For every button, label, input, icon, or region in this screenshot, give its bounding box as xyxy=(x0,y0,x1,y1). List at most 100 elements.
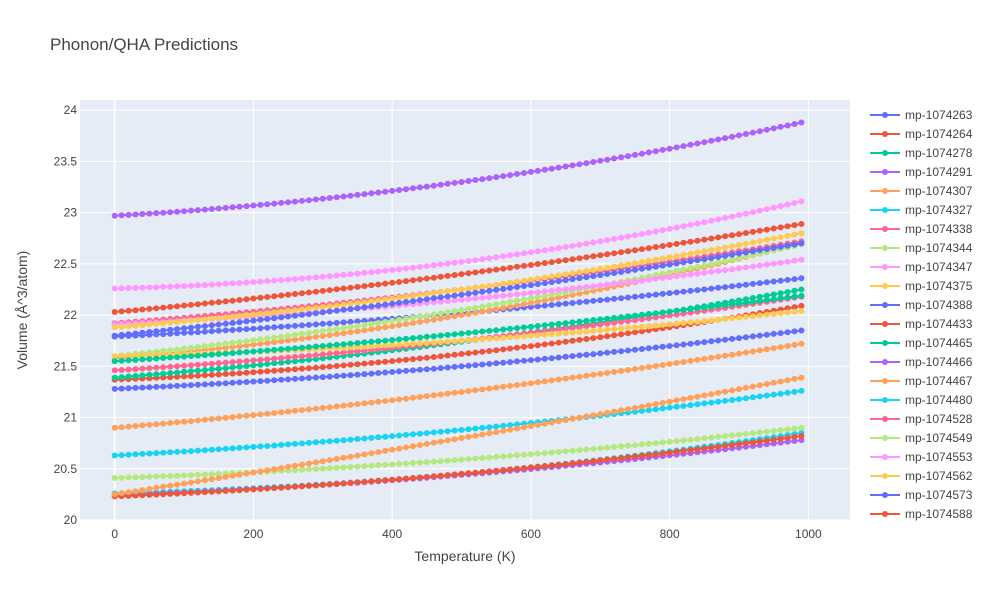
data-point xyxy=(555,286,562,293)
data-point xyxy=(625,318,631,324)
legend-item[interactable]: mp-1074347 xyxy=(870,260,973,274)
data-point xyxy=(312,310,319,317)
data-point xyxy=(729,397,736,403)
data-point xyxy=(458,435,465,441)
data-point xyxy=(167,326,174,333)
data-point xyxy=(416,318,423,325)
data-point xyxy=(458,312,465,319)
legend-item[interactable]: mp-1074263 xyxy=(870,108,973,122)
data-point xyxy=(375,268,382,275)
data-point xyxy=(597,265,604,272)
legend-item[interactable]: mp-1074291 xyxy=(870,165,973,179)
data-point xyxy=(167,370,174,377)
data-point xyxy=(749,228,756,235)
legend-item[interactable]: mp-1074467 xyxy=(870,374,973,388)
data-point xyxy=(701,392,708,399)
data-point xyxy=(403,367,409,374)
data-point xyxy=(673,260,680,267)
series-unlabeled-22 xyxy=(111,374,805,498)
data-point xyxy=(541,274,548,281)
data-point xyxy=(618,407,625,414)
legend-swatch-marker xyxy=(882,169,888,175)
data-point xyxy=(299,330,305,337)
legend-item[interactable]: mp-1074375 xyxy=(870,279,973,293)
legend-item[interactable]: mp-1074588 xyxy=(870,507,973,521)
legend-item[interactable]: mp-1074264 xyxy=(870,127,973,141)
data-point xyxy=(763,236,770,243)
data-point xyxy=(777,290,784,297)
data-point xyxy=(229,327,236,333)
x-tick-label: 400 xyxy=(382,527,402,541)
legend-item[interactable]: mp-1074465 xyxy=(870,336,973,350)
data-point xyxy=(562,375,569,382)
legend-item[interactable]: mp-1074388 xyxy=(870,298,973,312)
data-point xyxy=(167,303,174,310)
data-point xyxy=(361,269,368,276)
data-point xyxy=(756,429,763,436)
data-point xyxy=(541,450,548,456)
data-point xyxy=(333,302,340,309)
data-point xyxy=(389,369,396,375)
data-point xyxy=(153,383,160,390)
legend-item[interactable]: mp-1074562 xyxy=(870,469,973,483)
legend-item[interactable]: mp-1074307 xyxy=(870,184,973,198)
data-point xyxy=(389,433,396,440)
data-point xyxy=(354,328,361,335)
legend-item[interactable]: mp-1074549 xyxy=(870,431,973,445)
data-point xyxy=(243,412,250,419)
legend-item[interactable]: mp-1074338 xyxy=(870,222,973,236)
legend-item[interactable]: mp-1074278 xyxy=(870,146,973,160)
series-mp-1074388 xyxy=(111,327,805,392)
data-point xyxy=(562,244,569,250)
data-point xyxy=(486,424,493,431)
data-point xyxy=(673,342,680,349)
data-point xyxy=(638,441,645,448)
legend-item[interactable]: mp-1074528 xyxy=(870,412,973,426)
legend-item[interactable]: mp-1074433 xyxy=(870,317,973,331)
legend-item[interactable]: mp-1074573 xyxy=(870,488,973,502)
data-point xyxy=(257,340,264,347)
data-point xyxy=(687,287,694,294)
data-point xyxy=(507,264,514,271)
data-point xyxy=(784,201,791,208)
data-point xyxy=(437,339,444,346)
data-point xyxy=(416,430,423,437)
data-point xyxy=(715,316,722,323)
data-point xyxy=(396,279,403,285)
data-point xyxy=(625,267,631,274)
legend-item[interactable]: mp-1074480 xyxy=(870,393,973,407)
legend-item[interactable]: mp-1074553 xyxy=(870,450,973,464)
data-point xyxy=(319,351,326,358)
data-point xyxy=(548,377,555,384)
data-point xyxy=(562,330,569,337)
data-point xyxy=(722,388,729,395)
data-point xyxy=(423,317,430,324)
data-point xyxy=(638,407,645,414)
data-point xyxy=(264,410,271,417)
data-point xyxy=(278,376,285,383)
data-point xyxy=(486,294,493,301)
data-point xyxy=(326,327,333,333)
data-point xyxy=(361,478,368,485)
data-point xyxy=(139,211,146,217)
data-point xyxy=(264,368,271,375)
data-point xyxy=(583,372,590,379)
data-point xyxy=(194,323,201,330)
legend-item[interactable]: mp-1074327 xyxy=(870,203,973,217)
data-point xyxy=(659,343,666,350)
data-point xyxy=(444,293,451,300)
data-point xyxy=(403,395,409,402)
legend-item[interactable]: mp-1074344 xyxy=(870,241,973,255)
data-point xyxy=(514,251,520,258)
data-point xyxy=(756,393,763,400)
data-point xyxy=(146,450,153,457)
data-point xyxy=(784,305,791,312)
legend-item[interactable]: mp-1074466 xyxy=(870,355,973,369)
data-point xyxy=(479,336,486,343)
data-point xyxy=(472,329,479,336)
data-point xyxy=(319,481,326,488)
data-point xyxy=(243,342,250,349)
data-point xyxy=(111,385,118,392)
data-point xyxy=(493,467,500,474)
data-point xyxy=(111,424,118,431)
